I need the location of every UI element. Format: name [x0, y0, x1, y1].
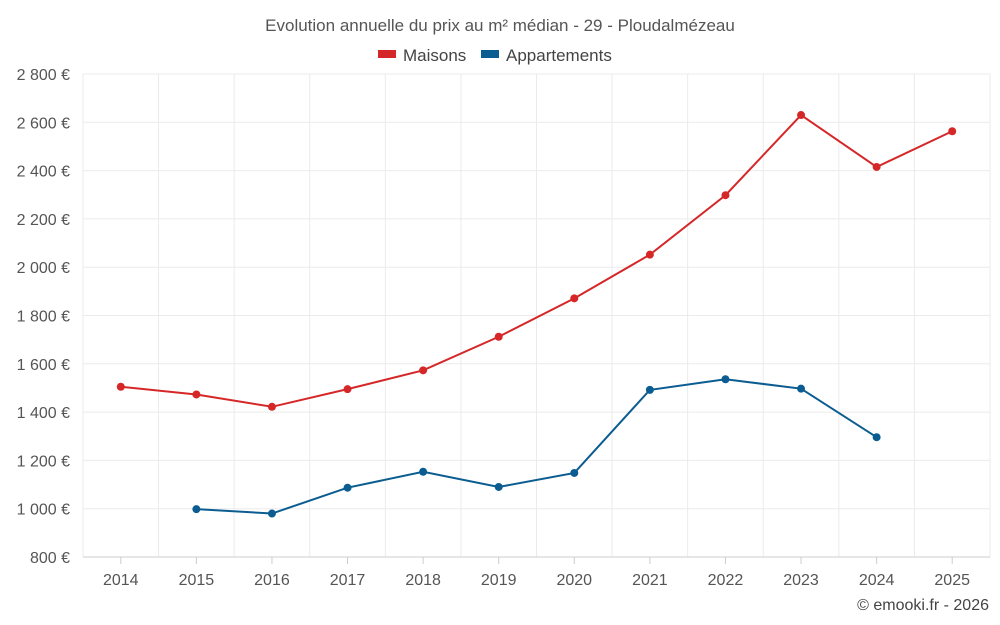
data-point-maisons[interactable]	[192, 390, 201, 399]
legend-label-maisons: Maisons	[403, 46, 466, 65]
x-tick-label: 2014	[103, 572, 139, 589]
legend: Maisons Appartements	[378, 46, 612, 65]
y-tick-label: 800 €	[30, 550, 70, 567]
legend-item-maisons[interactable]: Maisons	[378, 46, 466, 65]
x-tick-label: 2017	[330, 572, 366, 589]
x-tick-label: 2015	[179, 572, 215, 589]
x-tick-label: 2024	[859, 572, 895, 589]
data-point-appartements[interactable]	[645, 385, 654, 394]
credit-text: © emooki.fr - 2026	[857, 597, 989, 614]
chart-title: Evolution annuelle du prix au m² médian …	[265, 16, 735, 35]
x-tick-label: 2023	[783, 572, 819, 589]
data-point-appartements[interactable]	[192, 505, 201, 514]
y-tick-label: 1 600 €	[17, 357, 70, 374]
y-tick-label: 1 400 €	[17, 405, 70, 422]
data-point-maisons[interactable]	[797, 111, 806, 120]
legend-swatch-appartements	[481, 50, 499, 58]
y-tick-label: 1 200 €	[17, 453, 70, 470]
data-point-maisons[interactable]	[116, 382, 125, 391]
x-tick-label: 2025	[934, 572, 970, 589]
x-tick-label: 2018	[405, 572, 441, 589]
data-point-maisons[interactable]	[872, 162, 881, 171]
axes: 800 € 1 000 € 1 200 € 1 400 € 1 600 € 1 800 €…	[17, 67, 990, 589]
x-tick-label: 2021	[632, 572, 668, 589]
data-point-maisons[interactable]	[343, 385, 352, 394]
data-point-maisons[interactable]	[267, 402, 276, 411]
data-point-appartements[interactable]	[570, 468, 579, 477]
data-point-appartements[interactable]	[872, 433, 881, 442]
data-point-maisons[interactable]	[721, 191, 730, 200]
x-tick-label: 2022	[708, 572, 744, 589]
data-point-maisons[interactable]	[645, 250, 654, 259]
y-tick-label: 2 600 €	[17, 115, 70, 132]
y-tick-label: 2 800 €	[17, 67, 70, 84]
series-line-maisons	[120, 113, 953, 408]
x-tick-label: 2019	[481, 572, 517, 589]
y-tick-label: 2 200 €	[17, 212, 70, 229]
x-tick-label: 2016	[254, 572, 290, 589]
data-point-maisons[interactable]	[494, 332, 503, 341]
data-point-appartements[interactable]	[419, 467, 428, 476]
legend-label-appartements: Appartements	[506, 46, 612, 65]
grid	[82, 73, 991, 557]
legend-item-appartements[interactable]: Appartements	[481, 46, 612, 65]
series	[116, 111, 957, 518]
data-point-appartements[interactable]	[797, 384, 806, 393]
data-point-maisons[interactable]	[419, 366, 428, 375]
legend-swatch-maisons	[378, 50, 396, 58]
x-tick-label: 2020	[556, 572, 592, 589]
data-point-maisons[interactable]	[570, 294, 579, 303]
y-tick-label: 1 800 €	[17, 309, 70, 326]
y-tick-label: 1 000 €	[17, 502, 70, 519]
data-point-appartements[interactable]	[494, 482, 503, 491]
y-tick-label: 2 400 €	[17, 164, 70, 181]
series-line-appartements	[196, 378, 878, 515]
data-point-maisons[interactable]	[948, 127, 957, 136]
data-point-appartements[interactable]	[267, 509, 276, 518]
data-point-appartements[interactable]	[343, 483, 352, 492]
y-tick-label: 2 000 €	[17, 260, 70, 277]
data-point-appartements[interactable]	[721, 375, 730, 384]
